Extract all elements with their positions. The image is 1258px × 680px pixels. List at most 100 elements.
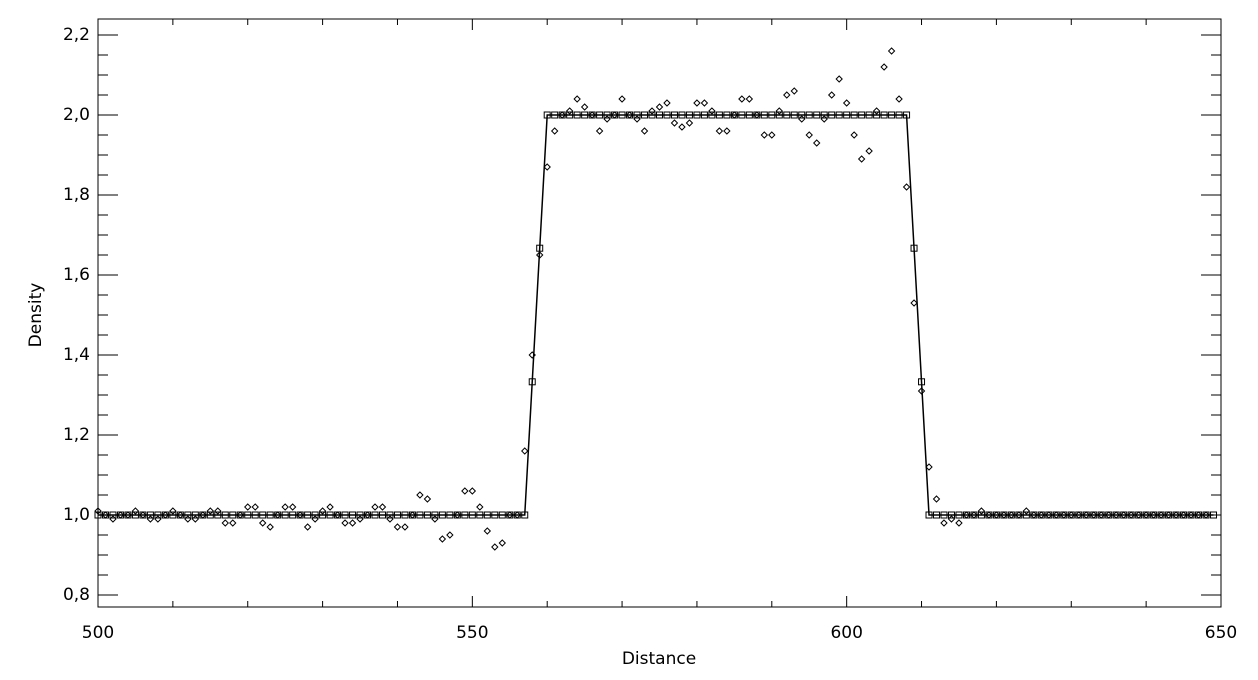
diamond-marker [985, 511, 993, 519]
square-marker [438, 511, 446, 519]
diamond-marker [1000, 511, 1008, 519]
diamond-marker [169, 507, 177, 515]
diamond-marker [131, 507, 140, 515]
diamond-marker [670, 119, 679, 127]
diamond-marker [453, 511, 462, 519]
y-tick-label: 2,0 [63, 105, 90, 125]
diamond-marker [723, 127, 731, 135]
square-marker [700, 111, 708, 119]
square-marker [670, 111, 678, 119]
diamond-marker [423, 495, 432, 503]
square-marker [820, 111, 828, 119]
square-marker [244, 511, 252, 519]
diamond-marker [401, 523, 409, 531]
diamond-marker [476, 503, 484, 511]
square-marker [925, 511, 933, 519]
diamond-marker [251, 503, 259, 511]
diamond-marker [872, 107, 881, 115]
diamond-marker [895, 95, 903, 103]
square-marker [603, 111, 611, 119]
diamond-marker [798, 115, 806, 123]
square-marker [266, 511, 274, 519]
square-marker [596, 111, 604, 119]
square-marker [468, 511, 476, 519]
square-marker [281, 511, 289, 519]
square-marker [618, 111, 626, 119]
diamond-marker [745, 95, 754, 103]
diamond-marker [730, 111, 739, 119]
square-marker [401, 511, 409, 519]
square-marker [977, 511, 985, 519]
diamond-marker [910, 299, 918, 307]
square-marker [648, 111, 656, 119]
diamond-marker [760, 131, 769, 139]
square-marker [184, 511, 192, 519]
diamond-marker [1112, 511, 1120, 519]
square-marker [94, 511, 102, 519]
square-marker [663, 111, 671, 119]
square-marker [581, 111, 589, 119]
square-marker [221, 511, 229, 519]
diamond-marker [244, 503, 252, 511]
diamond-marker [1194, 511, 1203, 519]
y-tick-label: 1,8 [63, 185, 90, 205]
diamond-marker [386, 515, 394, 523]
diamond-marker [633, 115, 641, 123]
diamond-marker [191, 515, 200, 523]
square-marker [416, 511, 424, 519]
diamond-marker [715, 127, 724, 135]
square-marker [835, 111, 843, 119]
square-marker [573, 111, 581, 119]
square-marker [858, 111, 866, 119]
diamond-marker [917, 387, 926, 395]
square-marker [903, 111, 911, 119]
diamond-marker [1075, 511, 1083, 519]
square-marker [319, 511, 327, 519]
diamond-marker [221, 519, 229, 527]
square-marker [393, 511, 401, 519]
square-marker [109, 511, 117, 519]
x-axis-label: Distance [622, 649, 696, 669]
square-marker [446, 511, 454, 519]
diamond-marker [258, 519, 267, 527]
square-marker [738, 111, 746, 119]
diamond-marker [468, 487, 477, 495]
square-marker [551, 111, 559, 119]
y-tick-label: 1,2 [63, 425, 90, 445]
diamond-marker [139, 511, 147, 519]
square-marker [813, 111, 821, 119]
diamond-marker [1119, 511, 1128, 519]
diamond-marker [311, 515, 319, 523]
diamond-marker [678, 123, 686, 131]
square-marker [431, 511, 439, 519]
y-tick-label: 0,8 [63, 585, 90, 605]
diamond-marker [288, 503, 297, 511]
diamond-marker [483, 527, 492, 535]
diamond-marker [431, 515, 439, 523]
square-marker [641, 111, 649, 119]
x-tick-label: 550 [456, 623, 488, 643]
square-marker [214, 511, 222, 519]
diamond-marker [962, 511, 971, 519]
diamond-marker [229, 519, 237, 527]
diamond-marker [1022, 507, 1031, 515]
diamond-marker [1134, 511, 1143, 519]
diamond-marker [648, 107, 656, 115]
diamond-marker [1052, 511, 1060, 519]
diamond-marker [266, 523, 274, 531]
square-marker [521, 511, 529, 519]
diamond-marker [326, 503, 334, 511]
square-marker [633, 111, 641, 119]
diamond-marker [273, 511, 282, 519]
square-marker [536, 244, 544, 252]
square-marker [798, 111, 806, 119]
square-marker [461, 511, 469, 519]
square-marker [745, 111, 753, 119]
square-marker [1022, 511, 1030, 519]
diamond-marker [333, 511, 342, 519]
square-marker [760, 111, 768, 119]
square-marker [491, 511, 499, 519]
square-marker [423, 511, 431, 519]
y-tick-label: 1,0 [63, 505, 90, 525]
